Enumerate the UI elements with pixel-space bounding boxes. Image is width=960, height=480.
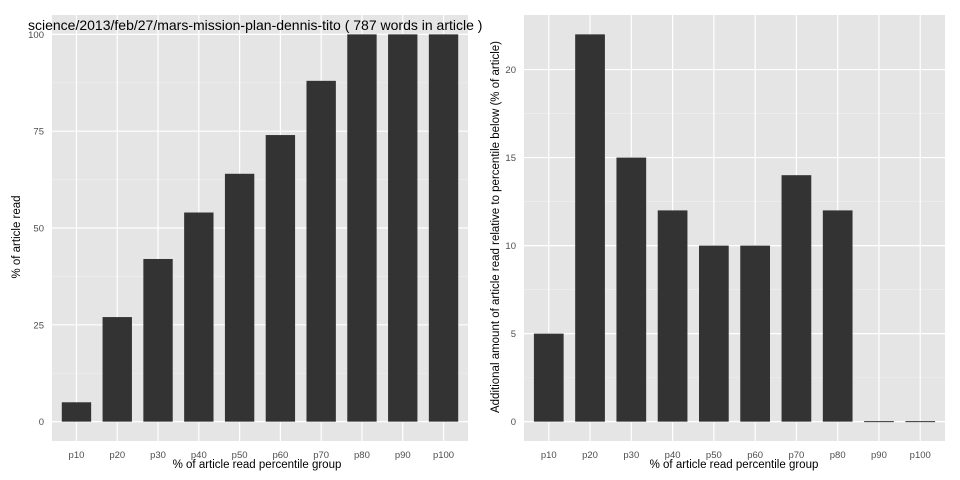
- x-tick-label: p60: [272, 450, 288, 461]
- y-tick-label: 25: [33, 320, 44, 331]
- bar-p40: [184, 212, 214, 422]
- x-tick-label: p60: [747, 450, 763, 461]
- x-tick-label: p80: [354, 450, 370, 461]
- x-tick-labels-right: p10 p20 p30 p40 p50 p60 p70 p80 p90 p100: [541, 450, 931, 461]
- chart-title: science/2013/feb/27/mars-mission-plan-de…: [28, 17, 482, 33]
- y-tick-label: 5: [511, 329, 516, 340]
- x-tick-label: p10: [69, 450, 85, 461]
- bar-p20: [102, 317, 132, 422]
- y-tick-label: 20: [505, 65, 516, 76]
- bar-p70: [781, 175, 812, 422]
- bar-p80: [822, 210, 853, 422]
- x-tick-label: p40: [665, 450, 681, 461]
- y-axis-title-right: Additional amount of article read relati…: [490, 41, 502, 413]
- bar-p30: [616, 157, 647, 422]
- bar-p90: [864, 421, 894, 423]
- x-tick-label: p90: [395, 450, 411, 461]
- bar-p60: [265, 135, 296, 422]
- x-tick-label: p70: [788, 450, 804, 461]
- bar-p80: [347, 34, 377, 422]
- x-tick-label: p50: [232, 450, 248, 461]
- x-axis-title-left: % of article read percentile group: [173, 459, 342, 471]
- y-tick-label: 75: [33, 127, 44, 138]
- y-tick-labels-right: 0 5 10 15 20: [505, 65, 516, 428]
- y-axis-title-left: % of article read: [11, 195, 23, 278]
- x-tick-label: p30: [623, 450, 639, 461]
- x-tick-label: p10: [541, 450, 557, 461]
- y-tick-label: 0: [39, 417, 44, 428]
- y-tick-label: 100: [28, 30, 44, 41]
- x-tick-label: p20: [582, 450, 598, 461]
- bar-p30: [143, 258, 173, 422]
- bar-p50: [699, 245, 729, 422]
- x-tick-label: p30: [150, 450, 166, 461]
- x-axis-title-right: % of article read percentile group: [650, 459, 819, 471]
- bar-p20: [575, 34, 605, 422]
- bar-p50: [224, 173, 255, 422]
- x-tick-label: p100: [910, 450, 931, 461]
- x-tick-label: p70: [313, 450, 329, 461]
- bar-p70: [306, 80, 336, 422]
- x-tick-label: p80: [830, 450, 846, 461]
- bars-right: [533, 34, 936, 423]
- x-tick-label: p50: [706, 450, 722, 461]
- y-tick-label: 15: [505, 153, 516, 164]
- bars-left: [61, 34, 459, 422]
- x-tick-label: p20: [109, 450, 125, 461]
- x-tick-label: p90: [871, 450, 887, 461]
- y-tick-labels-left: 0 25 50 75 100: [28, 30, 44, 428]
- bar-p10: [533, 333, 564, 422]
- x-tick-label: p100: [433, 450, 454, 461]
- bar-p60: [740, 245, 770, 422]
- y-tick-label: 50: [33, 224, 44, 235]
- y-tick-label: 0: [511, 417, 516, 428]
- bar-p90: [388, 34, 418, 422]
- x-tick-labels-left: p10 p20 p30 p40 p50 p60 p70 p80 p90 p100: [69, 450, 455, 461]
- bar-p10: [61, 402, 92, 422]
- y-tick-label: 10: [505, 241, 516, 252]
- chart-panel-right: 0 5 10 15 20 p10 p20 p30 p40 p50 p60 p70 p80 p90 p100…: [490, 15, 945, 471]
- x-tick-label: p40: [191, 450, 207, 461]
- bar-p100: [428, 34, 459, 422]
- bar-p100: [905, 421, 936, 423]
- bar-p40: [657, 210, 688, 422]
